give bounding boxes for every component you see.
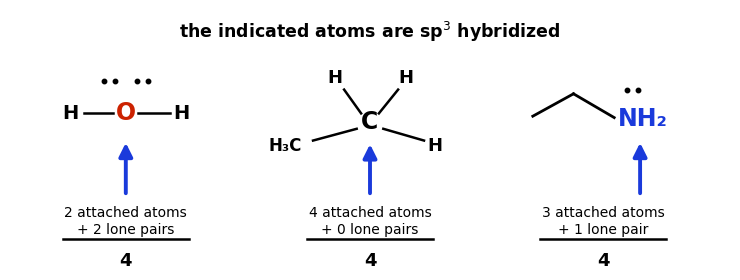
- Text: H: H: [327, 69, 342, 87]
- Text: NH₂: NH₂: [618, 107, 667, 131]
- Text: the indicated atoms are sp$^3$ hybridized: the indicated atoms are sp$^3$ hybridize…: [179, 20, 561, 44]
- Text: + 0 lone pairs: + 0 lone pairs: [321, 223, 419, 237]
- Text: 4: 4: [597, 252, 609, 270]
- Text: 3 attached atoms: 3 attached atoms: [542, 206, 665, 220]
- Text: O: O: [115, 101, 136, 125]
- Text: H: H: [398, 69, 413, 87]
- Text: 2 attached atoms: 2 attached atoms: [64, 206, 187, 220]
- Text: 4: 4: [364, 252, 376, 270]
- Text: H₃C: H₃C: [268, 137, 302, 155]
- Text: + 2 lone pairs: + 2 lone pairs: [77, 223, 175, 237]
- Text: 4 attached atoms: 4 attached atoms: [309, 206, 431, 220]
- Text: H: H: [428, 137, 443, 155]
- Text: H: H: [173, 104, 189, 123]
- Text: H: H: [62, 104, 78, 123]
- Text: + 1 lone pair: + 1 lone pair: [558, 223, 648, 237]
- Text: C: C: [361, 110, 379, 134]
- Text: 4: 4: [120, 252, 132, 270]
